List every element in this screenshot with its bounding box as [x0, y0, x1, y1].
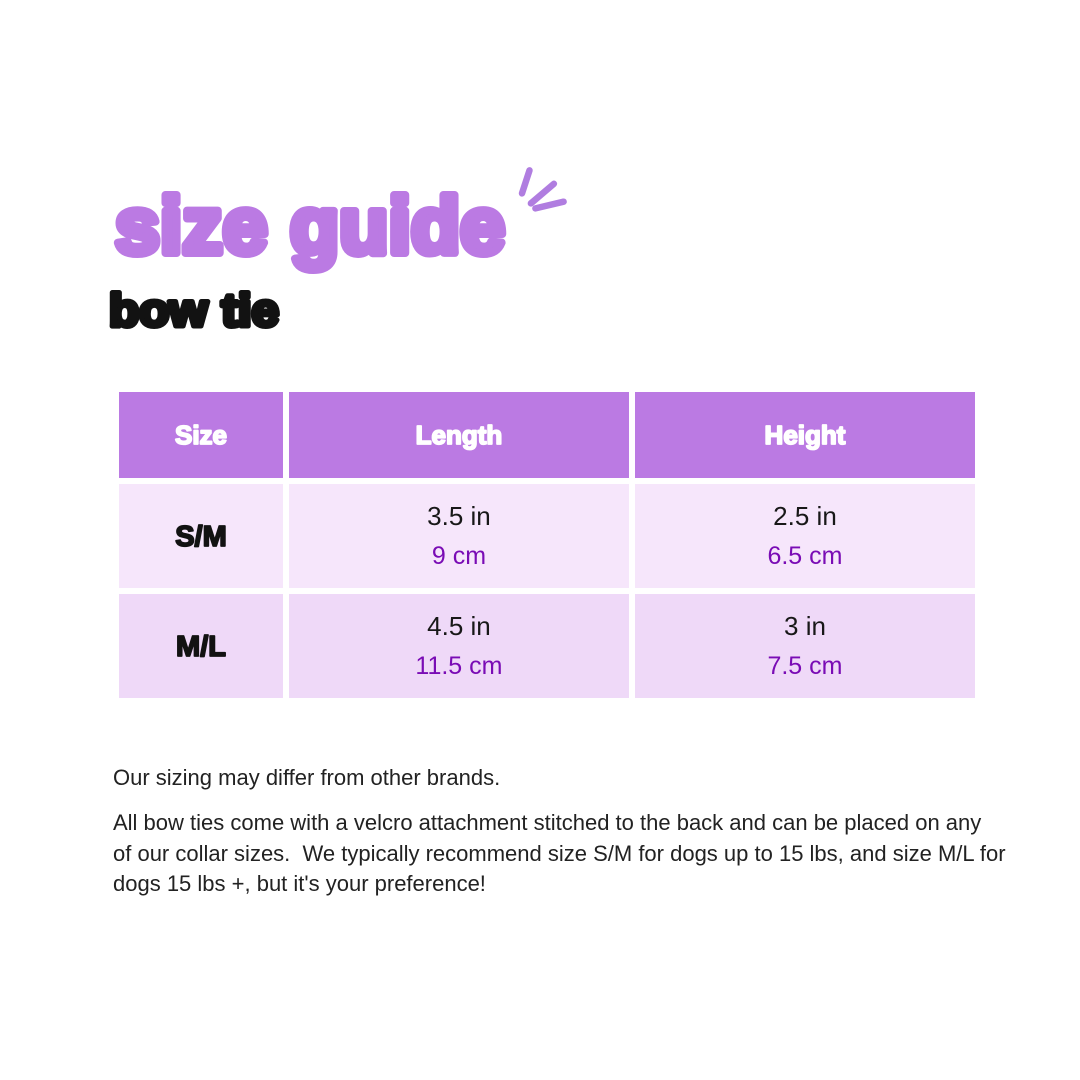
svg-text:S/M: S/M — [175, 521, 227, 553]
svg-text:size guide: size guide — [115, 181, 505, 270]
svg-text:Height: Height — [765, 420, 846, 450]
svg-text:M/L: M/L — [176, 631, 226, 663]
svg-text:Length: Length — [416, 420, 503, 450]
svg-text:Size: Size — [175, 420, 227, 450]
svg-text:bow tie: bow tie — [109, 284, 279, 336]
